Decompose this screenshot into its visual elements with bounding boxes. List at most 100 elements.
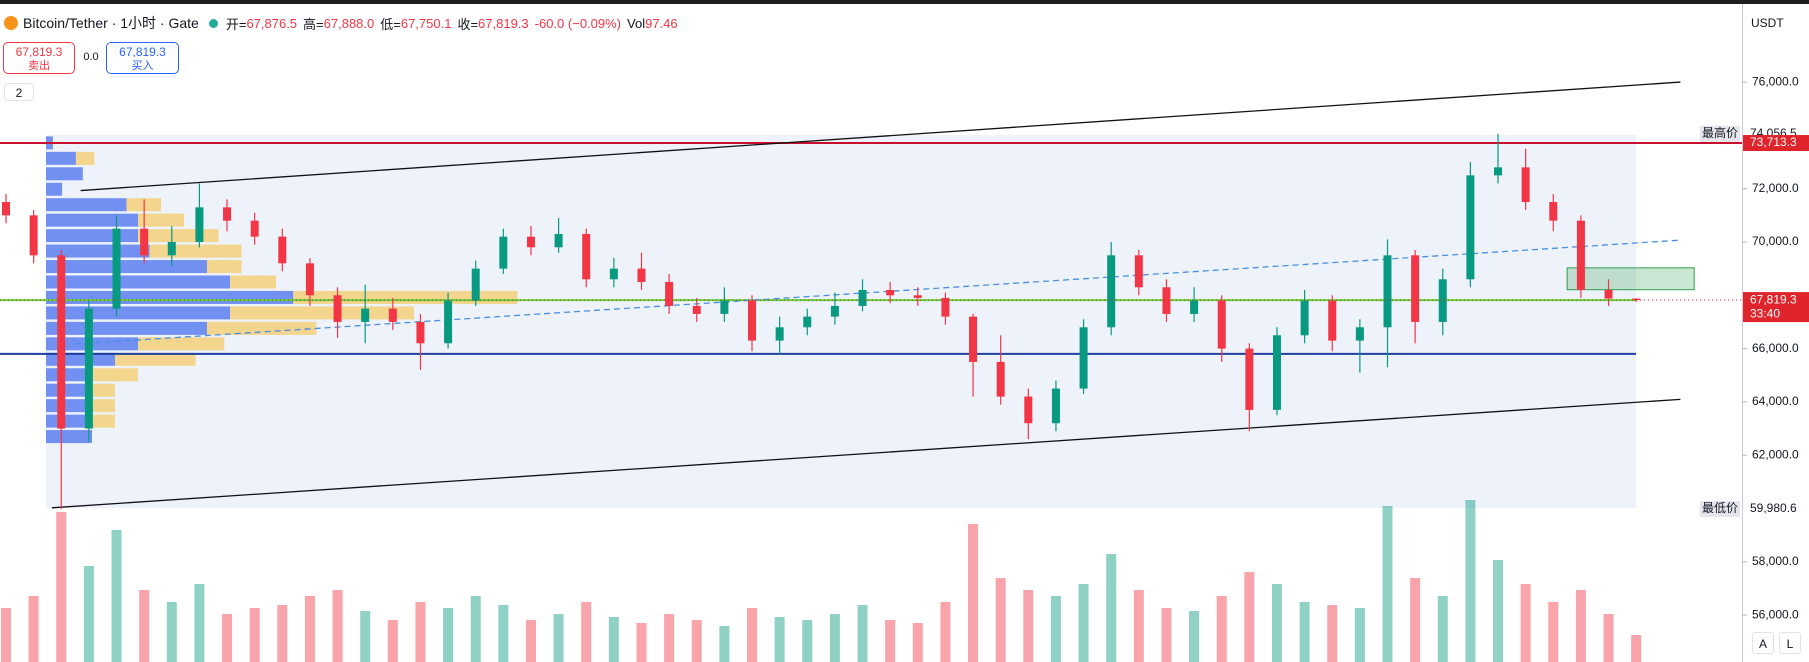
volume-bar [111,530,122,662]
candle-body [913,295,922,298]
volume-bar [885,620,896,662]
candle-body [1190,300,1199,314]
candle-body [1438,279,1447,322]
volume-bar [83,566,94,662]
volume-bar [1548,602,1559,662]
volume-bar [1106,554,1117,662]
spread: 0.0 [83,51,99,63]
candle-body [305,263,314,296]
profile-sell [115,352,196,366]
profile-sell [92,383,115,397]
volume-bar [1410,578,1421,662]
volume-bar [581,602,592,662]
volume-bar [691,620,702,662]
ohlc-value: 67,819.3 [478,15,529,31]
buy-price: 67,819.3 [119,45,166,59]
volume-bar [1271,584,1282,662]
volume-bar [56,512,67,662]
candle-body [692,305,701,314]
candle-body [195,207,204,242]
profile-buy [46,198,127,212]
volume-bar [940,602,951,662]
candle-body [830,305,839,317]
volume-bar [28,596,39,662]
currency-select[interactable]: USDT [1751,16,1784,30]
candle-body [1162,287,1171,314]
candle-body [554,233,563,248]
candle-body [969,316,978,362]
volume-bar [387,620,398,662]
profile-buy [46,430,92,444]
candle-body [1604,289,1613,299]
volume-bar [443,608,454,662]
volume-bar [608,617,619,662]
profile-buy [46,290,294,304]
candle-body [167,241,176,256]
volume-bar [664,614,675,662]
candle-body [1494,167,1503,176]
candle-body [720,300,729,314]
ohlc-label: 高= [303,16,324,32]
volume-bar [139,590,150,662]
sell-button[interactable]: 67,819.3 卖出 [3,42,75,74]
profile-sell [230,306,414,320]
profile-buy [46,260,207,274]
profile-sell [207,260,242,274]
volume-bar [304,596,315,662]
profile-buy [46,321,207,335]
symbol[interactable]: Bitcoin/Tether · 1小时 · Gate [23,15,199,31]
profile-sell [92,414,115,428]
volume-bar [1382,506,1393,662]
profile-sell [92,399,115,413]
buy-button[interactable]: 67,819.3 买入 [106,42,179,74]
auto-scale-button[interactable]: A [1752,632,1774,654]
candle-body [416,321,425,344]
candle-body [748,300,757,341]
candle-body [140,228,149,256]
volume-bar [995,578,1006,662]
candle-body [1079,327,1088,389]
ohlc-value: 67,888.0 [323,15,375,31]
volume-bar [719,626,730,662]
candle-body [1051,388,1060,424]
candle-body [1024,396,1033,424]
sell-price: 67,819.3 [15,45,63,59]
volume-bar [1603,614,1614,662]
candle-body [1355,327,1364,341]
ohlc-label: 开= [225,16,247,32]
candle-body [223,207,232,221]
candle-body [1411,255,1420,322]
volume-bar [1631,635,1642,662]
profile-buy [46,182,63,196]
channel-shade [46,135,1636,508]
candle-body [499,236,508,269]
volume-bar [912,623,923,662]
candle-body [886,289,895,296]
candle-body [803,316,812,328]
volume-bar [360,611,371,662]
candle-body [1632,298,1641,301]
indicators-toggle[interactable]: 2 [4,83,34,101]
volume-bar [1299,602,1310,662]
candle-body [84,308,93,429]
candle-body [1217,300,1226,349]
candle-body [1134,255,1143,288]
volume-bar [470,596,481,662]
candle-body [1383,255,1392,328]
change: -60.0 (−0.09%) [534,15,622,31]
volume-bar [525,620,536,662]
top-bar [0,0,1809,4]
volume-bar [1244,572,1255,662]
volume-bar [774,617,785,662]
candle-body [1521,167,1530,203]
legend-row: Bitcoin/Tether · 1小时 · Gate 开= 67,876.5 高… [0,12,684,34]
candle-body [858,289,867,306]
volume-bar [747,608,758,662]
candle-body [609,268,618,280]
log-scale-button[interactable]: L [1779,632,1801,654]
volume-bar [194,584,205,662]
profile-buy [46,306,230,320]
candle-body [29,215,38,256]
volume-bar [1465,500,1476,662]
